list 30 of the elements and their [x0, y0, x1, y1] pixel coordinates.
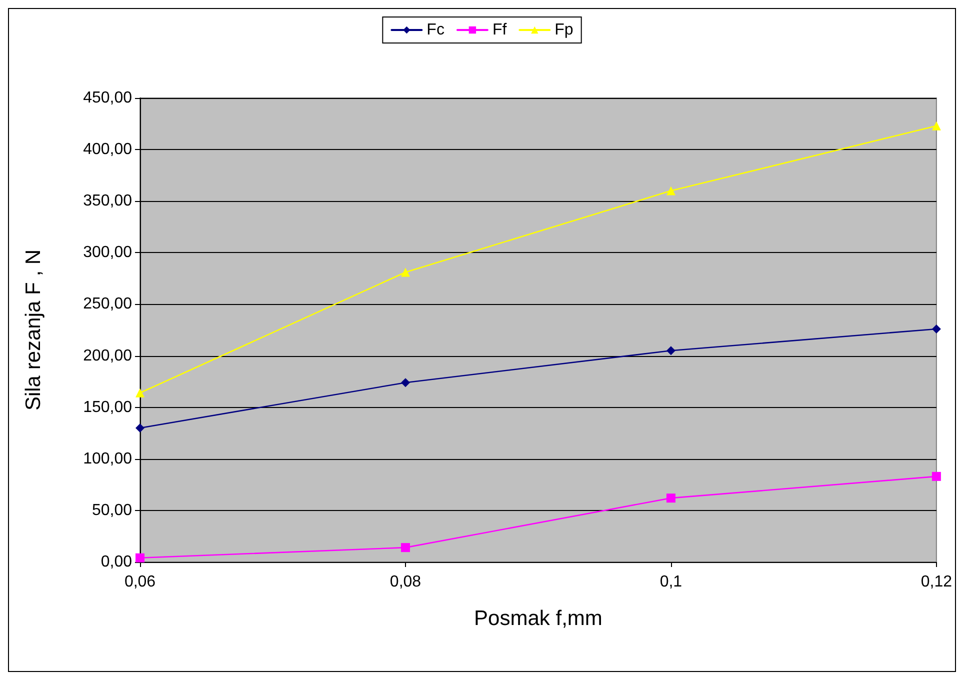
- legend-label: Fp: [554, 22, 574, 38]
- y-tick-label: 0,00: [100, 554, 132, 570]
- y-tick-label: 50,00: [92, 502, 132, 519]
- x-tick-label: 0,12: [920, 574, 952, 590]
- y-tick-label: 250,00: [83, 296, 132, 313]
- x-tick-label: 0,1: [660, 574, 682, 590]
- y-tick-label: 100,00: [83, 450, 132, 468]
- point: [400, 378, 410, 388]
- y-tick-label: 150,00: [83, 398, 132, 416]
- x-tick-label: 0,08: [390, 574, 422, 590]
- y-tick-label: 450,00: [83, 90, 132, 106]
- legend-label: Fc: [426, 22, 444, 38]
- y-tick-label: 400,00: [83, 141, 132, 158]
- point: [666, 494, 676, 503]
- point: [932, 324, 941, 334]
- point: [136, 423, 144, 432]
- point: [932, 121, 941, 130]
- x-axis-title: Posmak f,mm: [474, 607, 602, 630]
- point: [136, 388, 144, 398]
- point: [666, 186, 676, 196]
- point: [666, 346, 676, 356]
- legend-label: Ff: [492, 22, 508, 38]
- y-axis-title: Sila rezanja F , N: [22, 249, 45, 411]
- point: [400, 543, 410, 552]
- point: [400, 268, 410, 277]
- point: [932, 472, 941, 481]
- y-tick-label: 300,00: [83, 244, 132, 262]
- x-tick-label: 0,06: [124, 574, 156, 590]
- y-tick-label: 200,00: [83, 347, 132, 364]
- y-tick-label: 350,00: [83, 192, 132, 210]
